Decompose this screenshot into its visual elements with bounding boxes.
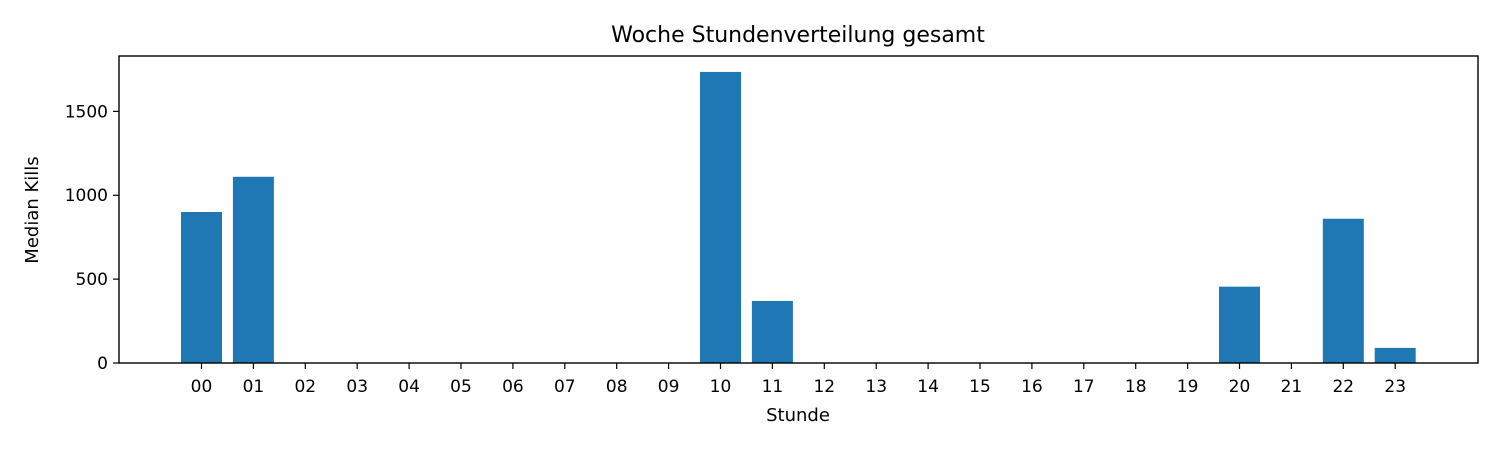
x-tick-label: 10 [710, 377, 732, 397]
bar-11 [751, 300, 793, 363]
x-tick-label: 09 [658, 377, 680, 397]
x-tick-label: 14 [917, 377, 939, 397]
x-tick-label: 21 [1281, 377, 1303, 397]
x-tick-label: 20 [1229, 377, 1251, 397]
bar-22 [1322, 218, 1364, 363]
bar-20 [1219, 286, 1260, 363]
y-axis-label: Median Kills [22, 156, 43, 263]
chart-title: Woche Stundenverteilung gesamt [611, 23, 985, 48]
y-tick-label: 0 [97, 354, 108, 374]
x-tick-label: 17 [1073, 377, 1095, 397]
x-tick-label: 11 [762, 377, 784, 397]
x-tick-label: 12 [813, 377, 835, 397]
x-tick-label: 16 [1021, 377, 1043, 397]
x-tick-label: 18 [1125, 377, 1147, 397]
bar-10 [700, 71, 741, 363]
x-tick-label: 19 [1177, 377, 1199, 397]
x-tick-label: 05 [450, 377, 472, 397]
x-tick-label: 13 [865, 377, 887, 397]
plot-area-frame [118, 55, 1479, 364]
x-tick-label: 04 [398, 377, 420, 397]
x-tick-label: 06 [502, 377, 524, 397]
bar-23 [1374, 347, 1416, 363]
bar-00 [181, 212, 222, 363]
x-tick-label: 07 [554, 377, 576, 397]
y-axis: 0 500 1000 1500 [65, 102, 119, 374]
x-axis: 00 01 02 03 04 05 06 07 08 09 10 11 12 13 14 15 16 17 18 19… [191, 363, 1406, 397]
bar-01 [232, 176, 274, 363]
x-tick-label: 01 [243, 377, 265, 397]
y-tick-label: 500 [76, 270, 108, 290]
x-tick-label: 23 [1384, 377, 1406, 397]
y-tick-label: 1500 [65, 102, 108, 122]
x-tick-label: 03 [346, 377, 368, 397]
x-tick-label: 00 [191, 377, 213, 397]
x-tick-label: 22 [1332, 377, 1354, 397]
x-tick-label: 15 [969, 377, 991, 397]
x-axis-label: Stunde [766, 405, 830, 426]
y-tick-label: 1000 [65, 186, 108, 206]
bars-group [181, 71, 1416, 363]
x-tick-label: 02 [294, 377, 316, 397]
x-tick-label: 08 [606, 377, 628, 397]
